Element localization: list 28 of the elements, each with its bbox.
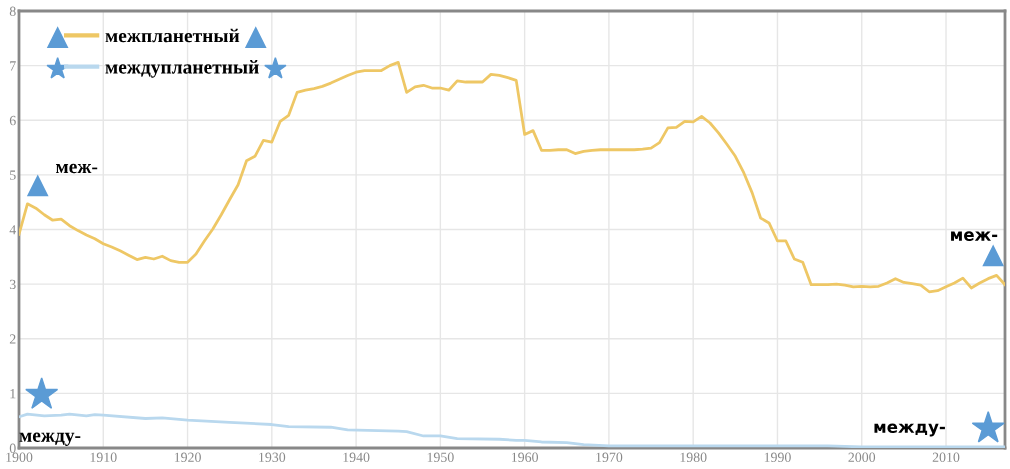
annotation: между-: [19, 432, 81, 446]
x-tick-label: 1910: [90, 452, 117, 462]
annotation: меж-: [56, 163, 98, 174]
x-tick-label: 2000: [848, 452, 876, 462]
x-tick-label: 1930: [259, 452, 286, 462]
y-tick-label: 3: [9, 279, 16, 290]
y-tick-label: 5: [10, 170, 16, 180]
y-tick-label: 0: [9, 443, 16, 453]
annotation: меж-: [951, 231, 998, 241]
x-tick-label: 1990: [764, 452, 791, 462]
x-tick-label: 1900: [6, 452, 33, 462]
line-series: [19, 60, 1005, 294]
x-tick-label: 1970: [596, 452, 623, 462]
x-tick-label: 1980: [680, 452, 707, 462]
legend-label: межпланетный: [105, 28, 240, 43]
x-tick-label: 1960: [511, 452, 538, 462]
x-tick-label: 1920: [174, 452, 201, 462]
y-tick-label: 8: [9, 6, 16, 16]
x-tick-label: 1940: [343, 452, 370, 462]
legend-label: междупланетный: [105, 60, 259, 78]
x-tick-label: 2010: [932, 452, 960, 462]
y-tick-label: 1: [10, 389, 16, 399]
y-tick-label: 6: [9, 115, 16, 126]
x-tick-label: 1950: [427, 452, 454, 462]
y-tick-label: 7: [10, 61, 16, 71]
annotation: между-: [874, 423, 945, 437]
y-tick-label: 2: [9, 334, 16, 344]
y-tick-label: 4: [9, 225, 17, 235]
